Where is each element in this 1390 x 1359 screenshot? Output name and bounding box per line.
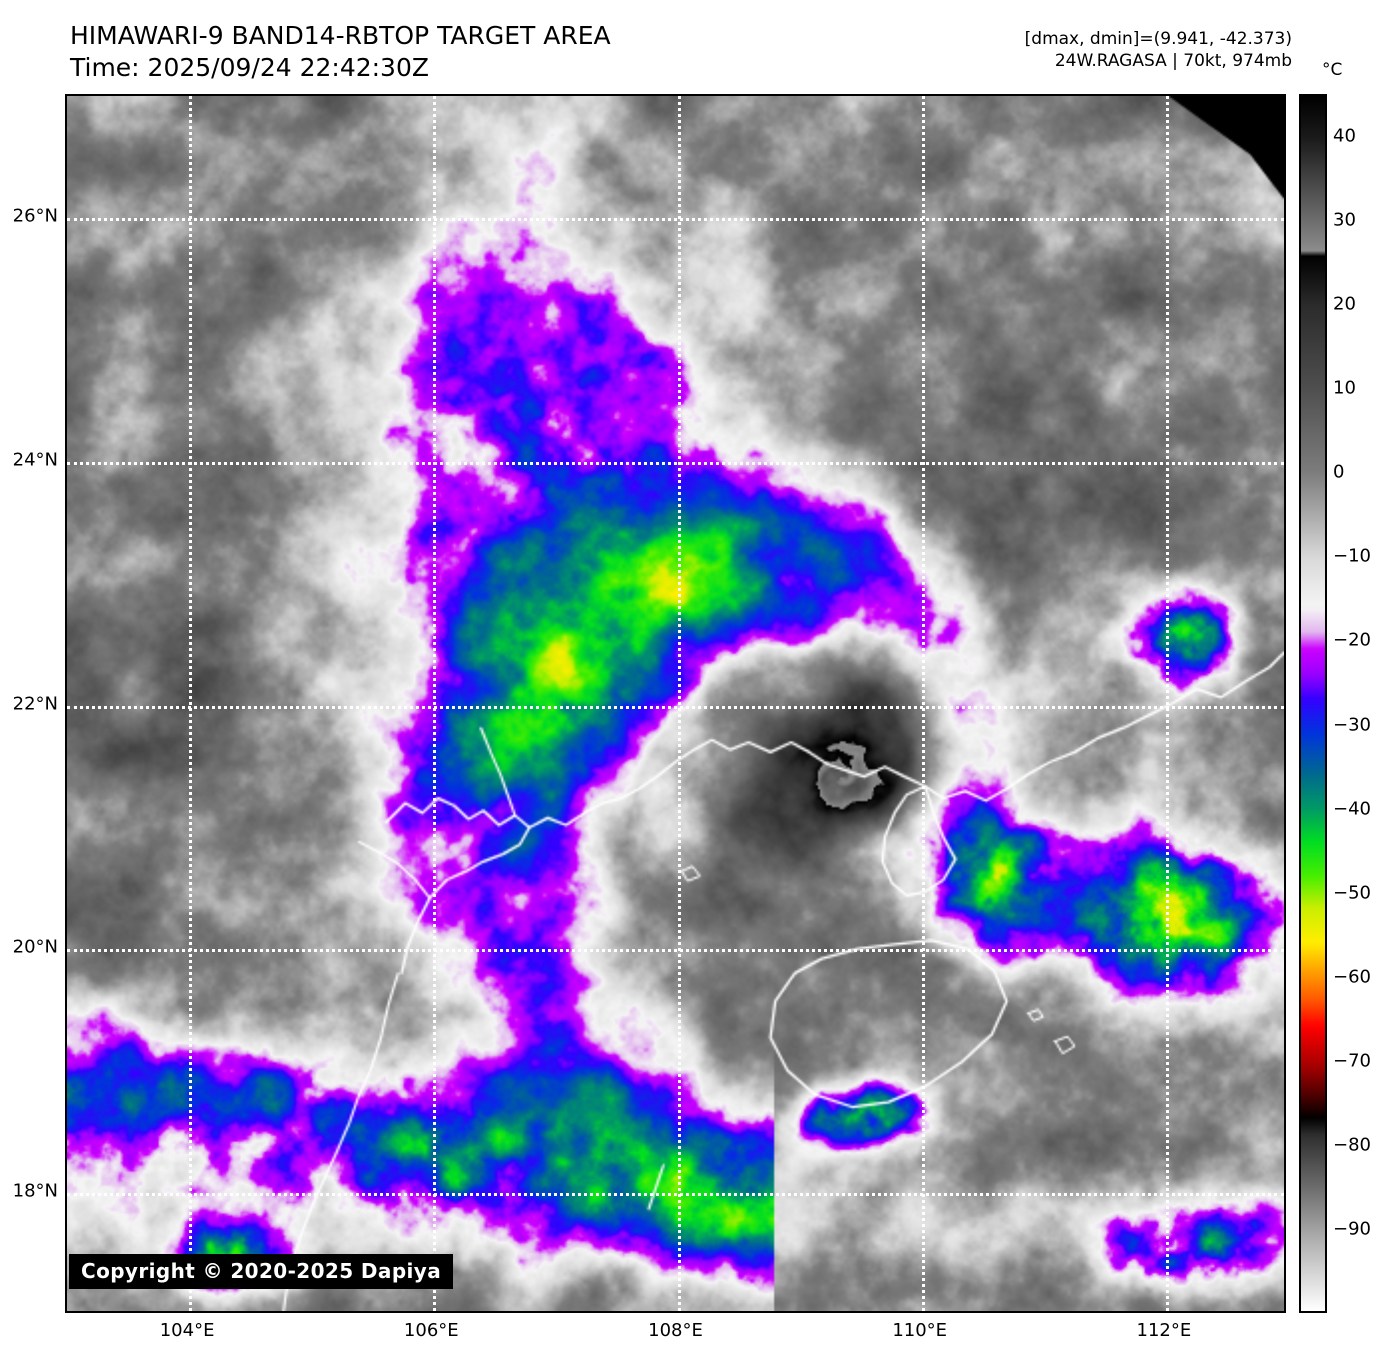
longitude-tick-label: 110°E	[892, 1320, 948, 1341]
satellite-imagery-canvas	[67, 96, 1284, 1311]
latitude-tick-label: 20°N	[12, 936, 58, 958]
colorbar-tick-label: −30	[1333, 714, 1371, 736]
latitude-tick-label: 24°N	[12, 449, 58, 471]
colorbar-tick-label: −10	[1333, 545, 1371, 567]
colorbar-tick-label: −90	[1333, 1218, 1371, 1240]
colorbar-tick-label: −80	[1333, 1134, 1371, 1156]
colorbar-tick-label: 30	[1333, 209, 1356, 231]
colorbar-gradient	[1301, 96, 1325, 1311]
colorbar-tick-label: 10	[1333, 377, 1356, 399]
storm-info-label: 24W.RAGASA | 70kt, 974mb	[1054, 51, 1292, 72]
colorbar-tick-label: −40	[1333, 798, 1371, 820]
dmax-dmin-label: [dmax, dmin]=(9.941, -42.373)	[1024, 29, 1292, 49]
satellite-image-plot[interactable]: Copyright © 2020-2025 Dapiya	[65, 94, 1286, 1313]
colorbar-tick-label: 0	[1333, 461, 1345, 483]
latitude-tick-label: 22°N	[12, 693, 58, 714]
longitude-tick-label: 106°E	[403, 1320, 459, 1341]
colorbar-tick-label: −60	[1333, 966, 1371, 988]
page-title: HIMAWARI-9 BAND14-RBTOP TARGET AREA	[70, 21, 611, 50]
colorbar-tick-label: −50	[1333, 882, 1371, 904]
colorbar-tick-label: 40	[1333, 125, 1356, 147]
metadata-block: [dmax, dmin]=(9.941, -42.373) 24W.RAGASA…	[1025, 28, 1292, 72]
colorbar-tick-label: 20	[1333, 293, 1356, 315]
copyright-banner: Copyright © 2020-2025 Dapiya	[69, 1254, 454, 1289]
longitude-tick-label: 104°E	[159, 1320, 215, 1341]
colorbar-unit-label: °C	[1322, 60, 1343, 80]
latitude-tick-label: 26°N	[12, 205, 58, 227]
longitude-tick-label: 112°E	[1136, 1320, 1192, 1341]
title-block: HIMAWARI-9 BAND14-RBTOP TARGET AREA Time…	[70, 20, 611, 84]
colorbar-tick-label: −20	[1333, 629, 1371, 651]
colorbar-tick-label: −70	[1333, 1050, 1371, 1072]
colorbar[interactable]	[1299, 94, 1327, 1313]
latitude-tick-label: 18°N	[12, 1180, 58, 1202]
timestamp-line: Time: 2025/09/24 22:42:30Z	[70, 53, 429, 82]
longitude-tick-label: 108°E	[648, 1320, 703, 1341]
